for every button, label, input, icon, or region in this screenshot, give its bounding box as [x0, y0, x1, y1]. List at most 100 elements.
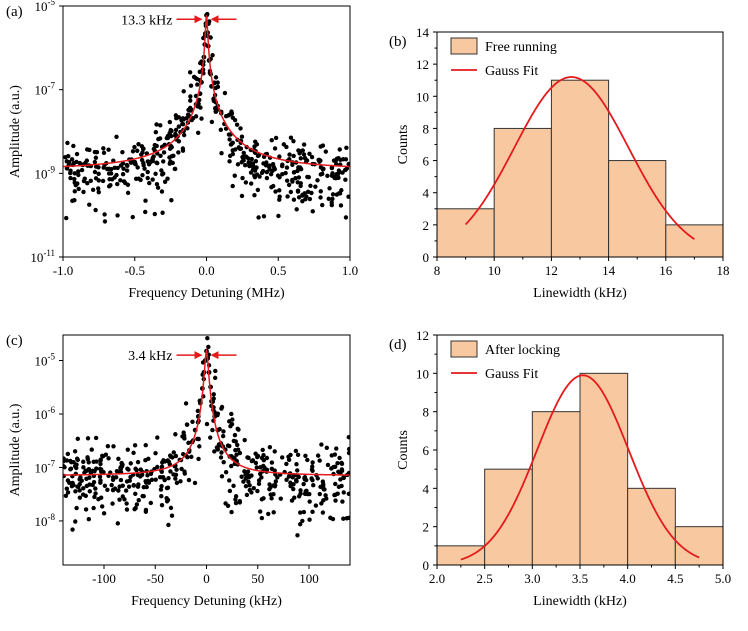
arrow-head-left — [194, 15, 203, 24]
data-point — [222, 90, 228, 96]
data-point — [300, 518, 305, 524]
data-point — [93, 435, 99, 441]
data-point — [145, 159, 150, 164]
data-point — [91, 505, 96, 511]
y-tick-label: 6 — [423, 443, 430, 458]
x-tick-label: 0.5 — [270, 263, 286, 278]
panel-c: 3.4 kHz-100 -50 0 50 10010-510-610-710-8Freq… — [6, 326, 351, 609]
data-point — [72, 449, 78, 454]
data-point — [124, 507, 130, 512]
plot-area-a — [63, 11, 350, 224]
data-point — [298, 181, 303, 186]
data-point — [159, 494, 164, 499]
data-point — [298, 510, 303, 515]
data-point — [145, 175, 150, 181]
data-point — [122, 497, 127, 502]
data-point — [96, 189, 101, 195]
data-point — [81, 486, 86, 491]
data-point — [315, 178, 320, 183]
x-tick-label: 3.0 — [524, 571, 540, 586]
data-point — [244, 492, 250, 498]
y-tick-label: 4 — [423, 186, 430, 201]
y-tick-label: 2 — [423, 520, 430, 535]
data-point — [251, 485, 256, 491]
data-point — [252, 173, 257, 178]
y-tick-base: 10 — [35, 354, 48, 369]
data-point — [298, 522, 303, 527]
data-point — [243, 476, 249, 481]
data-point — [203, 326, 207, 330]
linewidth-arrow-right — [210, 351, 237, 360]
data-point — [96, 171, 101, 177]
data-point — [102, 212, 107, 217]
data-point — [161, 159, 166, 164]
data-point — [86, 517, 92, 522]
data-point — [105, 487, 110, 492]
data-point — [307, 151, 312, 157]
data-point — [235, 426, 240, 432]
data-point — [135, 148, 140, 153]
data-point — [70, 480, 75, 486]
legend-bar-label: After locking — [485, 343, 560, 358]
x-tick-label: -1.0 — [53, 263, 74, 278]
data-point — [230, 148, 235, 153]
data-point — [130, 214, 135, 220]
data-point — [286, 474, 292, 479]
data-point — [144, 484, 149, 490]
data-point — [159, 189, 165, 194]
data-point — [168, 505, 174, 511]
data-point — [333, 498, 338, 503]
x-tick-label: 4.0 — [620, 571, 636, 586]
data-point — [206, 344, 211, 350]
data-point — [223, 470, 229, 475]
lorentzian-fit-line — [63, 348, 350, 476]
histogram-bar — [437, 208, 495, 257]
data-point — [124, 479, 130, 484]
data-point — [64, 458, 70, 463]
data-point — [128, 160, 134, 165]
data-point — [269, 496, 274, 501]
data-point — [100, 454, 106, 459]
panel-label: (c) — [6, 333, 23, 349]
data-point — [173, 476, 178, 481]
data-point — [221, 459, 226, 465]
data-point — [124, 501, 129, 506]
data-point — [77, 495, 83, 500]
data-point — [269, 137, 274, 143]
data-point — [284, 165, 290, 170]
arrow-head-right — [210, 15, 219, 24]
data-point — [188, 98, 193, 103]
data-point — [169, 513, 175, 518]
data-point — [65, 490, 71, 495]
data-point — [159, 464, 165, 469]
data-point — [183, 401, 189, 406]
data-point — [284, 461, 289, 467]
data-point — [334, 446, 339, 451]
data-point — [110, 488, 116, 493]
data-point — [261, 161, 266, 166]
x-tick-label: -0.5 — [124, 263, 145, 278]
data-point — [79, 167, 85, 173]
data-point — [292, 169, 297, 175]
data-point — [243, 483, 249, 489]
data-point — [75, 436, 80, 442]
data-point — [271, 483, 276, 488]
data-point — [303, 453, 308, 458]
data-point — [84, 158, 90, 163]
data-point — [233, 448, 238, 453]
data-point — [143, 209, 148, 215]
data-point — [76, 172, 81, 178]
data-point — [327, 186, 332, 191]
data-point — [337, 191, 343, 196]
data-point — [229, 463, 234, 469]
data-point — [141, 146, 146, 151]
data-point — [308, 183, 313, 188]
data-point — [74, 505, 79, 511]
data-point — [291, 197, 297, 202]
data-point — [221, 429, 226, 434]
data-point — [218, 127, 224, 133]
data-point — [166, 475, 171, 481]
data-point — [149, 477, 155, 483]
data-point — [241, 150, 246, 156]
